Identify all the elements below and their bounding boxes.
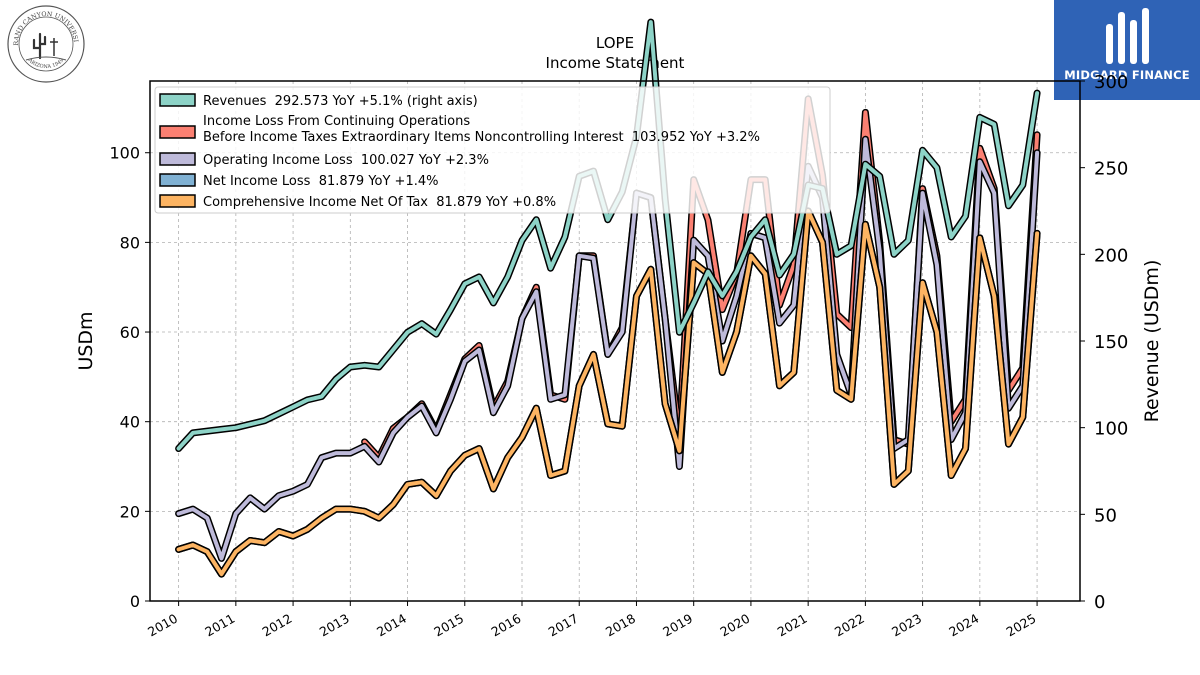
x-tick-label: 2016 (488, 611, 523, 640)
legend-label-pretax-income-line2: Before Income Taxes Extraordinary Items … (203, 130, 760, 145)
y-right-tick-label: 300 (1094, 72, 1128, 93)
y-left-tick-label: 60 (120, 323, 140, 342)
legend-swatch-revenues (159, 93, 196, 107)
y-axis-left-label: USDm (75, 311, 97, 370)
legend-label-net-income: Net Income Loss 81.879 YoY +1.4% (203, 174, 438, 189)
y-axis-right-label: Revenue (USDm) (1141, 260, 1163, 423)
x-tick-label: 2019 (660, 611, 695, 640)
x-tick-label: 2022 (832, 611, 867, 640)
y-right-tick-label: 150 (1094, 332, 1128, 353)
university-seal-logo: GRAND CANYON UNIVERSITY ARIZONA 1949 (6, 4, 85, 83)
y-left-tick-label: 80 (120, 233, 140, 252)
x-tick-label: 2023 (889, 611, 924, 640)
legend-swatch-operating-income (159, 152, 196, 166)
series-stroke (176, 209, 1040, 577)
x-tick-label: 2020 (717, 611, 752, 640)
x-tick-label: 2013 (317, 611, 352, 640)
legend-label-comprehensive-income: Comprehensive Income Net Of Tax 81.879 Y… (203, 195, 556, 210)
x-tick-label: 2024 (946, 611, 981, 640)
legend-swatch-net-income (159, 173, 196, 187)
x-tick-label: 2012 (260, 611, 295, 640)
y-left-tick-label: 40 (120, 413, 140, 432)
y-right-tick-label: 200 (1094, 245, 1128, 266)
y-right-tick-label: 100 (1094, 419, 1128, 440)
x-tick-label: 2011 (202, 611, 237, 640)
y-left-tick-label: 0 (130, 592, 140, 611)
legend-swatch-pretax-income (159, 125, 196, 139)
brand-name: MIDGARD FINANCE (1064, 68, 1190, 82)
cross-icon (50, 38, 58, 56)
legend-label-operating-income: Operating Income Loss 100.027 YoY +2.3% (203, 153, 489, 168)
x-tick-label: 2025 (1004, 611, 1039, 640)
x-tick-label: 2015 (431, 611, 466, 640)
y-left-tick-label: 20 (120, 502, 140, 521)
legend-label-pretax-income-line1: Income Loss From Continuing Operations (203, 114, 470, 129)
legend-box (154, 86, 831, 214)
legend-label-revenues: Revenues 292.573 YoY +5.1% (right axis) (203, 94, 478, 109)
y-left-tick-label: 100 (109, 144, 140, 163)
series-stroke (176, 20, 1040, 451)
y-right-tick-label: 250 (1094, 159, 1128, 180)
y-right-tick-label: 50 (1094, 505, 1117, 526)
legend-swatch-comprehensive-income (159, 194, 196, 208)
cactus-icon (32, 32, 47, 60)
x-tick-label: 2014 (374, 611, 409, 640)
brand-logo-box: MIDGARD FINANCE (1054, 0, 1200, 100)
x-tick-label: 2010 (145, 611, 180, 640)
x-tick-label: 2017 (546, 611, 581, 640)
x-tick-label: 2021 (775, 611, 810, 640)
chart-title: LOPE (596, 34, 634, 52)
comprehensive-income-line (175, 207, 1041, 578)
legend: Revenues 292.573 YoY +5.1% (right axis) … (154, 86, 831, 214)
brand-mark-icon (1106, 8, 1149, 64)
revenues-line (175, 18, 1041, 452)
y-right-tick-label: 0 (1094, 592, 1105, 613)
chart-subtitle: Income Statement (546, 54, 685, 72)
x-tick-label: 2018 (603, 611, 638, 640)
